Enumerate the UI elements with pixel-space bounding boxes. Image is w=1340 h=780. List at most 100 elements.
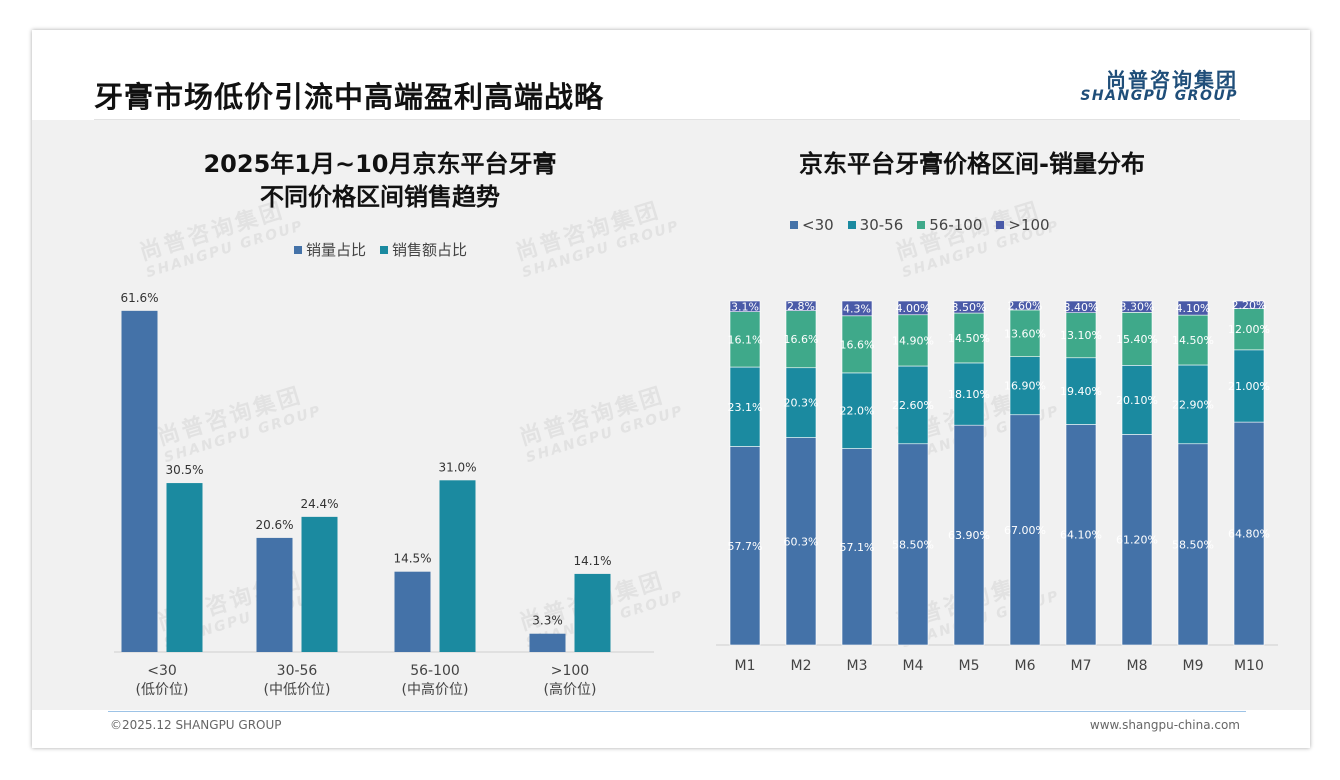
stacked-segment bbox=[1177, 443, 1209, 646]
stacked-segment bbox=[1121, 300, 1153, 313]
content-area: 尚普咨询集团 SHANGPU GROUP 尚普咨询集团 SHANGPU GROUP … bbox=[32, 120, 1310, 710]
x-tick-label: M4 bbox=[903, 658, 924, 674]
segment-label: 13.10% bbox=[1060, 329, 1102, 342]
x-tick-sublabel: (中高价位) bbox=[402, 681, 469, 698]
segment-label: 13.60% bbox=[1004, 327, 1046, 340]
segment-label: 4.00% bbox=[896, 302, 931, 315]
segment-label: 23.1% bbox=[728, 401, 763, 414]
legend-label: 销量占比 bbox=[306, 241, 367, 259]
segment-label: 58.50% bbox=[892, 538, 934, 551]
stacked-segment bbox=[729, 366, 761, 447]
segment-label: 19.40% bbox=[1060, 385, 1102, 398]
x-tick-label: M7 bbox=[1071, 658, 1092, 674]
footer-website: www.shangpu-china.com bbox=[1089, 718, 1240, 732]
data-label: 3.3% bbox=[532, 614, 563, 628]
stacked-segment bbox=[1065, 424, 1097, 646]
stacked-segment bbox=[1009, 300, 1041, 311]
stacked-segment bbox=[841, 300, 873, 317]
segment-label: 2.8% bbox=[787, 300, 815, 313]
legend-swatch bbox=[380, 245, 389, 254]
stacked-segment bbox=[841, 372, 873, 449]
stacked-segment bbox=[897, 300, 929, 316]
segment-label: 14.50% bbox=[948, 332, 990, 345]
stacked-segment bbox=[1009, 414, 1041, 646]
left-chart-title-line1: 2025年1月~10月京东平台牙膏 bbox=[203, 150, 557, 178]
legend-swatch bbox=[294, 245, 302, 254]
stacked-segment bbox=[1233, 349, 1265, 423]
segment-label: 12.00% bbox=[1228, 323, 1270, 336]
legend-item-lt30: <30 bbox=[790, 216, 834, 234]
stacked-segment bbox=[1177, 364, 1209, 445]
bar-revenue bbox=[166, 483, 203, 652]
segment-label: 16.90% bbox=[1004, 380, 1046, 393]
stacked-segment bbox=[729, 300, 761, 312]
segment-label: 16.6% bbox=[840, 338, 875, 351]
segment-label: 21.00% bbox=[1228, 380, 1270, 393]
legend-label: >100 bbox=[1008, 216, 1050, 234]
stacked-segment bbox=[1233, 308, 1265, 351]
segment-label: 4.10% bbox=[1176, 302, 1211, 315]
x-tick-label: M8 bbox=[1127, 658, 1148, 674]
stacked-segment bbox=[1121, 434, 1153, 646]
x-tick-label: <30 bbox=[147, 663, 177, 679]
right-chart: 57.7% 23.1% 16.1% 3.1% M1 60.3% 20.3% 16.6% 2.8%… bbox=[716, 299, 1278, 674]
stacked-segment bbox=[1121, 365, 1153, 435]
right-chart-title: 京东平台牙膏价格区间-销量分布 bbox=[799, 150, 1145, 178]
stacked-segment bbox=[785, 310, 817, 369]
legend-label: <30 bbox=[802, 216, 834, 234]
segment-label: 14.50% bbox=[1172, 334, 1214, 347]
logo-chinese: 尚普咨询集团 bbox=[1106, 68, 1238, 92]
legend-item-30-56: 30-56 bbox=[847, 216, 903, 234]
left-chart-legend: 销量占比 销售额占比 bbox=[294, 239, 467, 260]
page-title: 牙膏市场低价引流中高端盈利高端战略 bbox=[94, 80, 605, 114]
segment-label: 64.10% bbox=[1060, 529, 1102, 542]
data-label: 20.6% bbox=[255, 518, 293, 532]
legend-item-gt100: >100 bbox=[996, 216, 1050, 234]
left-chart-title-line2: 不同价格区间销售趋势 bbox=[260, 183, 500, 211]
data-label: 30.5% bbox=[165, 463, 203, 477]
stacked-segment bbox=[953, 424, 985, 646]
segment-label: 22.60% bbox=[892, 399, 934, 412]
stacked-segment bbox=[953, 362, 985, 426]
stacked-segment bbox=[1009, 309, 1041, 357]
legend-label: 销售额占比 bbox=[392, 241, 468, 259]
bar-revenue bbox=[574, 573, 611, 652]
right-chart-legend: <30 30-56 56-100 >100 bbox=[790, 216, 1050, 234]
bar-volume bbox=[256, 537, 293, 652]
bar-revenue bbox=[301, 516, 338, 652]
x-tick-label: 30-56 bbox=[277, 663, 318, 679]
segment-label: 20.10% bbox=[1116, 394, 1158, 407]
segment-label: 3.30% bbox=[1120, 301, 1155, 314]
segment-label: 64.80% bbox=[1228, 528, 1270, 541]
legend-item-revenue: 销售额占比 bbox=[380, 239, 467, 260]
data-label: 14.5% bbox=[393, 552, 431, 566]
legend-swatch bbox=[790, 221, 798, 229]
segment-label: 4.3% bbox=[843, 302, 871, 315]
x-tick-label: M3 bbox=[847, 658, 868, 674]
stacked-segment bbox=[785, 367, 817, 438]
footer-divider bbox=[108, 711, 1246, 712]
legend-swatch bbox=[996, 221, 1005, 229]
stacked-segment bbox=[897, 365, 929, 445]
segment-label: 14.90% bbox=[892, 334, 934, 347]
stacked-segment bbox=[1121, 312, 1153, 366]
segment-label: 67.00% bbox=[1004, 524, 1046, 537]
stacked-segment bbox=[953, 300, 985, 314]
stacked-segment bbox=[1177, 314, 1209, 366]
data-label: 61.6% bbox=[120, 291, 158, 305]
data-label: 24.4% bbox=[300, 497, 338, 511]
stacked-segment bbox=[1233, 300, 1265, 309]
bar-revenue bbox=[439, 480, 476, 652]
x-tick-sublabel: (低价位) bbox=[136, 682, 189, 698]
segment-label: 20.3% bbox=[784, 397, 819, 410]
stacked-segment bbox=[897, 443, 929, 646]
legend-item-volume: 销量占比 bbox=[294, 239, 366, 260]
x-tick-label: M9 bbox=[1183, 658, 1204, 674]
segment-label: 3.40% bbox=[1064, 301, 1099, 314]
left-chart-title: 2025年1月~10月京东平台牙膏 不同价格区间销售趋势 bbox=[130, 148, 630, 214]
segment-label: 2.60% bbox=[1008, 299, 1043, 312]
segment-label: 2.20% bbox=[1232, 299, 1267, 312]
stacked-segment bbox=[1233, 421, 1265, 646]
stacked-segment bbox=[1009, 356, 1041, 416]
stacked-segment bbox=[785, 300, 817, 311]
